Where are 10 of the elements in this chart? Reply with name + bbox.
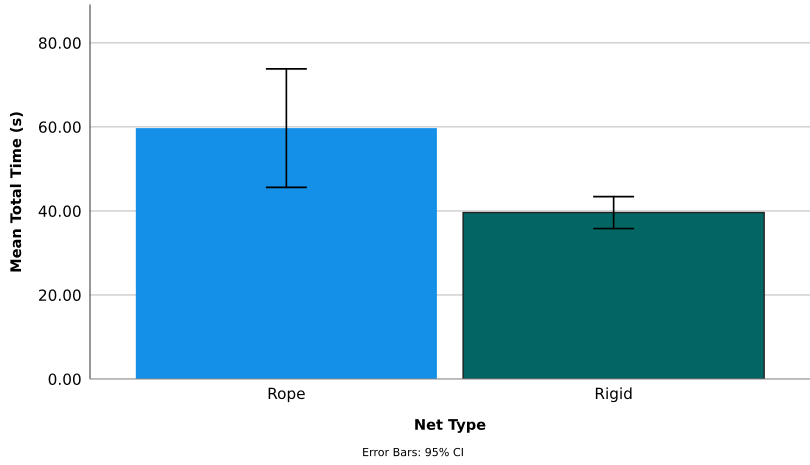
x-axis-title: Net Type: [415, 419, 486, 433]
x-tick-label: Rope: [268, 388, 305, 402]
x-tick-label: Rigid: [596, 387, 632, 402]
y-tick-label: 20.00: [39, 289, 81, 301]
y-tick-label: 60.00: [38, 121, 81, 133]
y-tick-label: 40.00: [38, 205, 81, 217]
y-axis-title: Mean Total Time (s): [10, 112, 23, 272]
y-tick-label: 80.00: [38, 37, 81, 49]
text: Error Bars: 95% CI: [363, 448, 463, 456]
y-tick-label: 0.00: [48, 373, 81, 386]
